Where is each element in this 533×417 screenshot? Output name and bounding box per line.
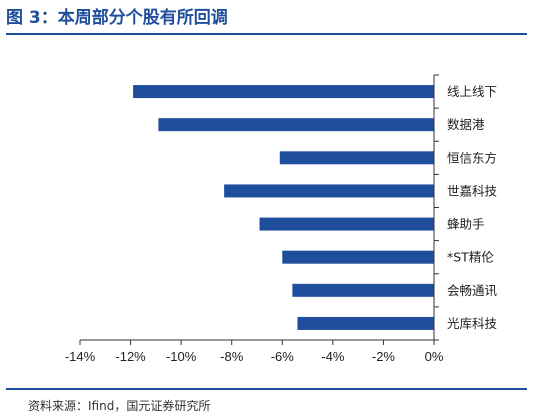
category-label-5: *ST精伦 bbox=[447, 250, 494, 265]
bar-4 bbox=[259, 217, 434, 231]
bar-6 bbox=[292, 283, 434, 297]
category-label-4: 蜂助手 bbox=[447, 217, 485, 232]
x-tick-label-1: -12% bbox=[115, 349, 146, 364]
figure-title: 图 3：本周部分个股有所回调 bbox=[6, 8, 228, 28]
bar-2 bbox=[279, 151, 434, 165]
category-label-7: 光库科技 bbox=[447, 316, 498, 331]
category-label-0: 线上线下 bbox=[447, 84, 497, 99]
x-tick-label-6: -2% bbox=[372, 349, 396, 364]
bar-5 bbox=[282, 250, 434, 264]
x-tick-label-3: -8% bbox=[220, 349, 244, 364]
category-label-6: 会畅通讯 bbox=[447, 283, 498, 298]
bar-3 bbox=[224, 184, 434, 198]
bar-1 bbox=[158, 118, 434, 132]
title-rule bbox=[6, 33, 527, 35]
source-note: 资料来源：Ifind，国元证券研究所 bbox=[28, 399, 211, 413]
source-rule bbox=[6, 388, 527, 390]
category-label-3: 世嘉科技 bbox=[447, 183, 498, 198]
bar-0 bbox=[133, 85, 434, 99]
x-tick-label-5: -4% bbox=[321, 349, 345, 364]
x-tick-label-7: 0% bbox=[425, 349, 444, 364]
x-tick-label-2: -10% bbox=[166, 349, 197, 364]
x-tick-label-4: -6% bbox=[271, 349, 295, 364]
x-tick-label-0: -14% bbox=[65, 349, 96, 364]
bar-7 bbox=[297, 316, 434, 330]
category-label-2: 恒信东方 bbox=[447, 150, 497, 165]
category-label-1: 数据港 bbox=[447, 117, 485, 132]
